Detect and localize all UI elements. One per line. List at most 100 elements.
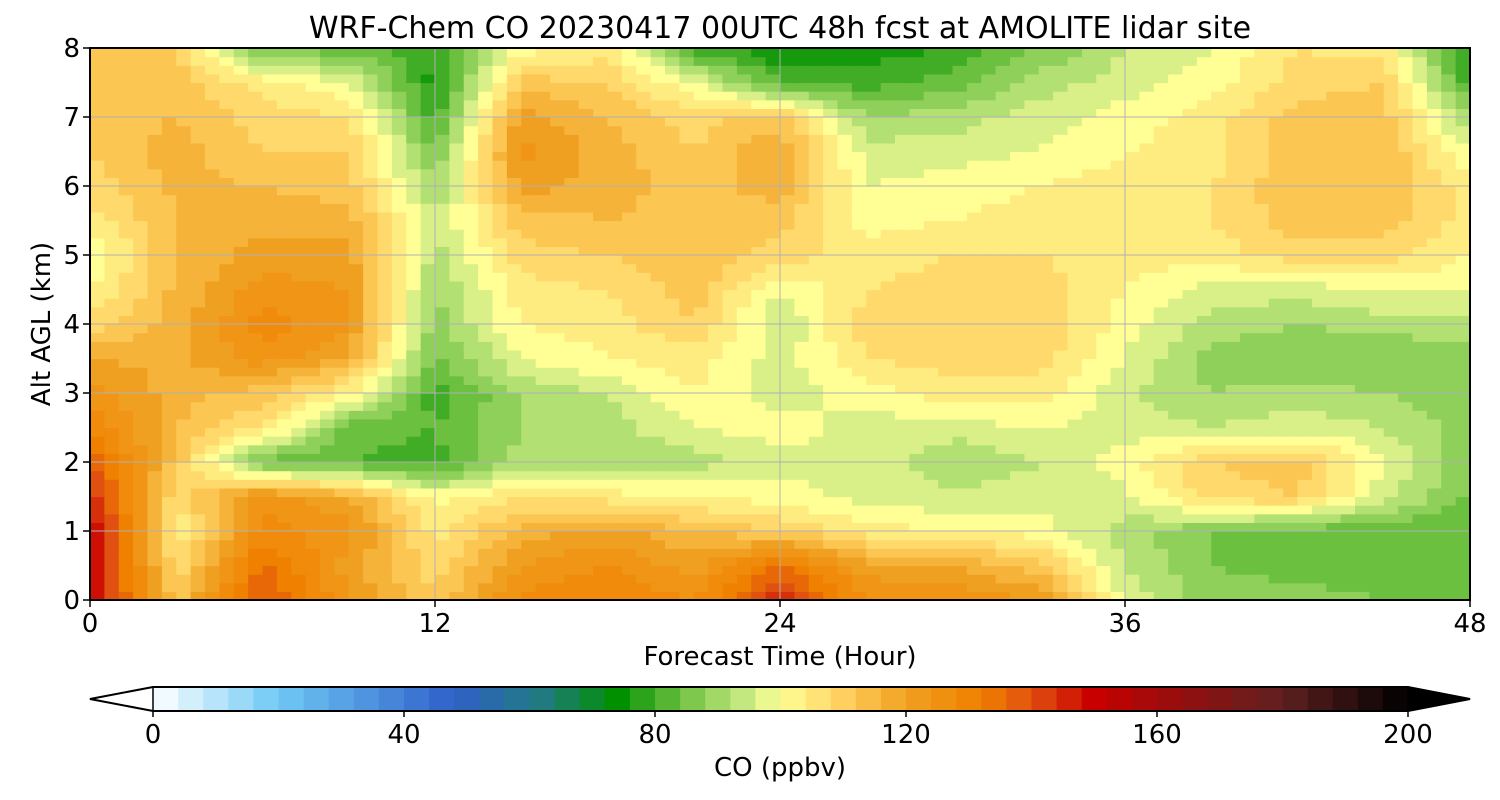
field-cell	[650, 410, 666, 420]
field-cell	[679, 401, 695, 411]
field-cell	[1355, 341, 1370, 351]
field-cell	[866, 375, 882, 385]
field-cell	[1297, 315, 1313, 325]
field-cell	[1139, 436, 1155, 446]
field-cell	[550, 401, 565, 411]
field-cell	[377, 332, 393, 342]
field-cell	[665, 237, 680, 247]
field-cell	[966, 444, 982, 454]
field-cell	[938, 151, 954, 161]
field-cell	[305, 487, 321, 498]
field-cell	[1038, 436, 1054, 446]
field-cell	[233, 410, 249, 420]
field-cell	[248, 160, 264, 170]
field-cell	[248, 591, 264, 601]
field-cell	[938, 436, 954, 446]
field-cell	[923, 315, 939, 325]
field-cell	[995, 522, 1011, 532]
field-cell	[636, 289, 652, 299]
field-cell	[837, 384, 853, 394]
field-cell	[435, 246, 450, 256]
field-cell	[1340, 280, 1356, 291]
field-cell	[880, 401, 896, 411]
field-cell	[909, 194, 925, 204]
field-cell	[348, 444, 364, 454]
field-cell	[449, 367, 465, 377]
field-cell	[305, 229, 321, 239]
field-cell	[578, 582, 594, 592]
field-cell	[391, 444, 407, 454]
field-cell	[966, 203, 982, 213]
field-cell	[966, 591, 982, 601]
field-cell	[248, 505, 264, 515]
field-cell	[550, 462, 565, 472]
field-cell	[90, 263, 105, 273]
field-cell	[751, 367, 767, 377]
field-cell	[578, 151, 594, 161]
field-cell	[348, 151, 364, 161]
field-cell	[851, 462, 867, 472]
field-cell	[1326, 505, 1342, 515]
field-cell	[550, 315, 565, 325]
field-cell	[1297, 229, 1313, 239]
field-cell	[1398, 237, 1414, 247]
field-cell	[1383, 393, 1399, 403]
field-cell	[190, 280, 206, 291]
field-cell	[1139, 453, 1155, 463]
field-cell	[808, 315, 824, 325]
field-cell	[262, 332, 278, 342]
field-cell	[521, 160, 537, 170]
field-cell	[736, 341, 752, 351]
field-cell	[952, 375, 968, 385]
field-cell	[348, 341, 364, 351]
field-cell	[636, 263, 652, 273]
field-cell	[607, 427, 623, 437]
field-cell	[1038, 306, 1054, 316]
field-cell	[276, 306, 292, 316]
field-cell	[1412, 332, 1428, 342]
field-cell	[420, 539, 436, 549]
field-cell	[708, 272, 724, 282]
field-cell	[492, 582, 508, 592]
field-cell	[679, 574, 695, 584]
field-cell	[478, 246, 494, 256]
field-cell	[1182, 168, 1198, 178]
field-cell	[851, 470, 867, 480]
field-cell	[118, 574, 134, 584]
field-cell	[1240, 401, 1255, 411]
field-cell	[1010, 565, 1025, 575]
field-cell	[463, 168, 479, 178]
field-cell	[966, 479, 982, 489]
field-cell	[722, 332, 738, 342]
field-cell	[1340, 255, 1356, 265]
field-cell	[1412, 151, 1428, 161]
field-cell	[521, 531, 537, 541]
field-cell	[1283, 203, 1299, 213]
field-cell	[463, 505, 479, 515]
field-cell	[621, 496, 637, 506]
field-cell	[492, 479, 508, 489]
field-cell	[104, 177, 120, 187]
field-cell	[1024, 401, 1040, 411]
field-cell	[1383, 522, 1399, 532]
field-cell	[463, 349, 479, 360]
field-cell	[1096, 280, 1112, 291]
field-cell	[578, 272, 594, 282]
field-cell	[1139, 522, 1155, 532]
field-cell	[233, 324, 249, 334]
field-cell	[1283, 513, 1299, 523]
field-cell	[1038, 531, 1054, 541]
field-cell	[722, 384, 738, 394]
field-cell	[1254, 565, 1270, 575]
field-cell	[1067, 203, 1083, 213]
field-cell	[248, 263, 264, 273]
field-cell	[607, 263, 623, 273]
field-cell	[1441, 462, 1457, 472]
field-cell	[1024, 505, 1040, 515]
field-cell	[305, 246, 321, 256]
field-cell	[478, 358, 494, 368]
field-cell	[291, 505, 307, 515]
field-cell	[435, 574, 450, 584]
field-cell	[1268, 479, 1284, 489]
field-cell	[1441, 280, 1457, 291]
